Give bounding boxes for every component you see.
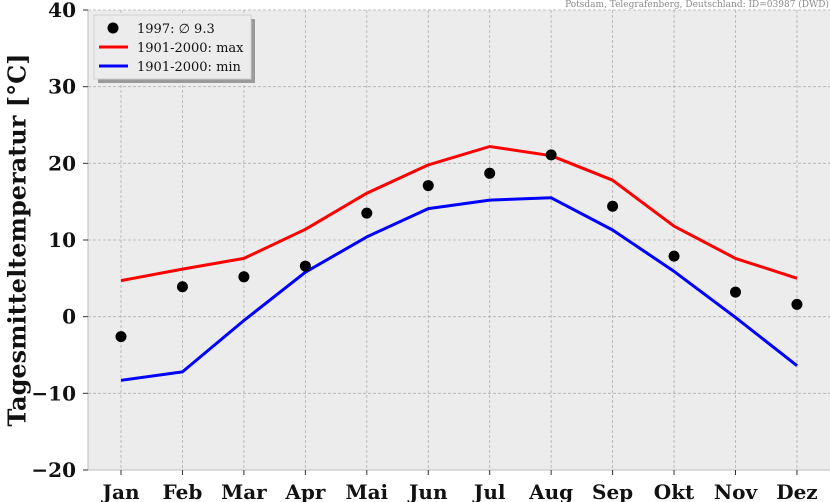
y-tick-label: 20 bbox=[48, 151, 76, 175]
x-tick-label-okt: Okt bbox=[654, 480, 695, 502]
data-point-dez bbox=[791, 298, 803, 310]
series bbox=[115, 145, 803, 382]
y-tick-label: −20 bbox=[31, 458, 76, 482]
data-point-nov bbox=[730, 286, 741, 298]
legend-marker-1997 bbox=[107, 22, 119, 34]
legend: 1997: ∅ 9.3 1901-2000: max 1901-2000: mi… bbox=[93, 14, 255, 83]
source-note: Potsdam, Telegrafenberg, Deutschland: ID… bbox=[565, 0, 829, 10]
x-tick-label-dez: Dez bbox=[776, 480, 817, 502]
data-point-feb bbox=[176, 281, 188, 293]
data-point-aug bbox=[545, 149, 557, 161]
y-tick-label: 10 bbox=[48, 228, 76, 252]
data-point-jun bbox=[422, 180, 434, 192]
y-tick-label: 40 bbox=[48, 0, 76, 22]
x-tick-label-jan: Jan bbox=[101, 480, 140, 502]
data-point-mar bbox=[238, 271, 250, 283]
series-line-2 bbox=[120, 196, 798, 382]
x-tick-label-jun: Jun bbox=[407, 480, 448, 502]
series-line-1 bbox=[120, 145, 798, 283]
data-point-jul bbox=[484, 167, 496, 179]
data-point-mai bbox=[361, 207, 373, 219]
x-ticks: Jan Feb Mar Apr Mai Jun Jul Aug Sep Okt Nov Dez bbox=[101, 470, 818, 502]
legend-label-min: 1901-2000: min bbox=[137, 60, 242, 75]
x-tick-label-apr: Apr bbox=[284, 480, 326, 502]
y-ticks: 40 30 20 10 0 −10 −20 bbox=[31, 0, 88, 482]
x-tick-label-aug: Aug bbox=[528, 480, 573, 502]
data-point-jan bbox=[115, 331, 127, 343]
data-point-apr bbox=[299, 260, 311, 272]
x-tick-label-feb: Feb bbox=[163, 480, 203, 502]
data-point-okt bbox=[668, 250, 680, 262]
y-tick-label: 30 bbox=[48, 75, 76, 99]
legend-label-1997: 1997: ∅ 9.3 bbox=[137, 22, 215, 37]
y-axis-label: Tagesmitteltemperatur [°C] bbox=[3, 53, 32, 426]
x-tick-label-mar: Mar bbox=[221, 480, 267, 502]
y-tick-label: 0 bbox=[62, 305, 76, 329]
x-tick-label-nov: Nov bbox=[714, 480, 759, 502]
x-tick-label-sep: Sep bbox=[592, 480, 633, 502]
data-point-sep bbox=[607, 200, 619, 212]
legend-label-max: 1901-2000: max bbox=[137, 41, 244, 56]
x-tick-label-mai: Mai bbox=[345, 480, 388, 502]
x-tick-label-jul: Jul bbox=[472, 480, 506, 502]
y-tick-label: −10 bbox=[31, 381, 76, 405]
